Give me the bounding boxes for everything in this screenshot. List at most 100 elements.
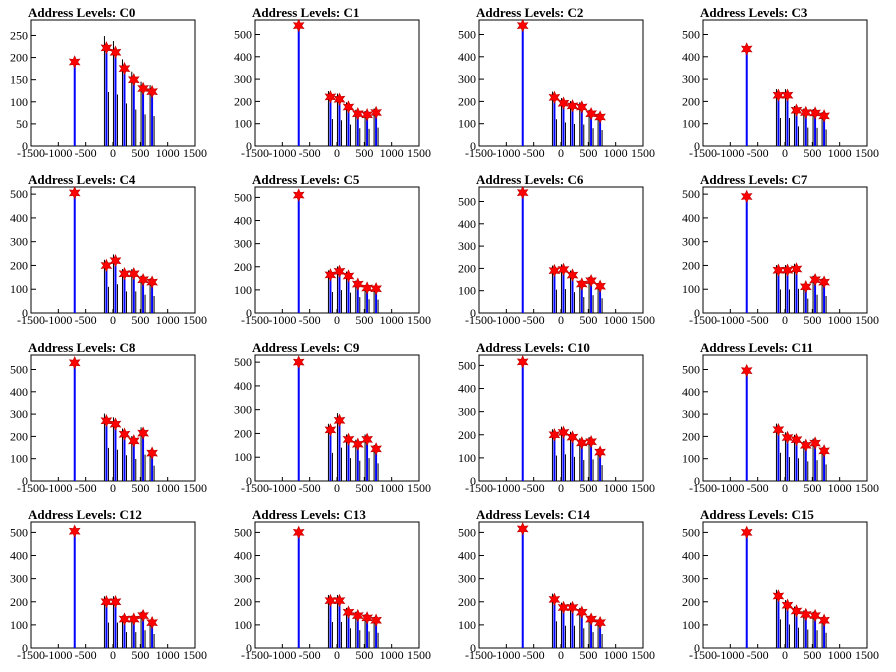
y-tick-label: 100 [458, 117, 476, 131]
x-tick-label: -500 [747, 313, 769, 327]
peak-marker [781, 88, 794, 102]
peak-marker [809, 106, 821, 120]
x-tick-label: -1500 [17, 481, 45, 495]
chart-title: Address Levels: C12 [28, 507, 142, 522]
x-tick-label: 0 [334, 481, 340, 495]
y-tick-label: 0 [246, 306, 252, 320]
y-tick-label: 300 [682, 407, 700, 421]
peak-marker [333, 264, 346, 279]
x-tick-label: 0 [110, 648, 116, 662]
y-tick-label: 200 [234, 426, 252, 440]
x-tick-label: 1500 [855, 313, 879, 327]
chart-panel-5: Address Levels: C50100200300400500-1500-… [234, 172, 431, 327]
y-tick-label: 400 [682, 211, 700, 225]
chart-panel-11: Address Levels: C11 0 100 200 300 400 500 -1500… [682, 340, 879, 495]
chart-panel-13: Address Levels: C13 0 100 200 300 400 500 -1500… [234, 507, 431, 662]
x-tick-label: -1500 [689, 146, 717, 160]
x-tick-label: 500 [131, 146, 149, 160]
chart-panel-8: Address Levels: C80100200300400500-1500-… [10, 340, 207, 495]
y-tick-label: 100 [682, 618, 700, 632]
chart-title: Address Levels: C8 [28, 340, 136, 355]
peak-marker [100, 595, 113, 609]
peak-marker [516, 18, 529, 33]
y-tick-label: 100 [682, 282, 700, 296]
chart-panel-14: Address Levels: C14 0 100 200 300 400 500 -1500… [458, 507, 655, 662]
peak-marker [127, 267, 140, 281]
y-tick-label: 200 [234, 595, 252, 609]
peak-marker [361, 281, 373, 295]
y-tick-label: 500 [10, 187, 28, 201]
x-tick-label: 1000 [828, 313, 852, 327]
x-tick-label: 0 [782, 481, 788, 495]
peak-marker [68, 186, 81, 200]
y-tick-label: 0 [22, 306, 28, 320]
peak-marker [351, 608, 364, 623]
chart-panel-3: Address Levels: C30100200300400500-1500-… [682, 5, 879, 160]
x-tick-label: 1500 [407, 146, 431, 160]
x-tick-label: 1500 [631, 648, 655, 662]
y-tick-label: 0 [470, 306, 476, 320]
peak-marker [790, 103, 803, 118]
y-tick-label: 300 [234, 237, 252, 251]
x-tick-label: -1500 [465, 648, 493, 662]
peak-marker [137, 81, 149, 96]
peak-marker [809, 608, 821, 623]
y-tick-label: 200 [458, 595, 476, 609]
y-tick-label: 500 [234, 355, 252, 369]
y-tick-label: 500 [10, 362, 28, 376]
x-tick-label: -500 [299, 313, 321, 327]
chart-title: Address Levels: C1 [252, 5, 359, 20]
peak-marker [292, 188, 305, 202]
peak-marker [333, 593, 346, 608]
x-tick-label: 500 [131, 481, 149, 495]
x-tick-label: 500 [579, 146, 597, 160]
chart-panel-0: Address Levels: C0 0 50 100 150 200 250 -1500 -1… [10, 5, 207, 160]
y-tick-label: 200 [10, 258, 28, 272]
x-tick-label: 1000 [380, 648, 404, 662]
peak-marker [324, 593, 337, 608]
peak-marker [594, 110, 606, 124]
y-tick-label: 300 [682, 235, 700, 249]
peak-marker [809, 436, 821, 450]
y-tick-label: 100 [458, 284, 476, 298]
chart-title: Address Levels: C7 [700, 172, 808, 187]
chart-title: Address Levels: C6 [476, 172, 584, 187]
y-tick-label: 50 [16, 117, 28, 131]
x-tick-label: 1500 [855, 481, 879, 495]
peak-marker [740, 363, 753, 378]
x-tick-label: 1500 [407, 481, 431, 495]
peak-marker [772, 88, 785, 102]
chart-title: Address Levels: C13 [252, 507, 366, 522]
y-tick-label: 400 [10, 211, 28, 225]
x-tick-label: 500 [355, 313, 373, 327]
x-tick-label: -1500 [241, 313, 269, 327]
y-tick-label: 0 [246, 139, 252, 153]
x-tick-label: 1000 [828, 481, 852, 495]
y-tick-label: 500 [10, 525, 28, 539]
y-tick-label: 200 [10, 595, 28, 609]
x-tick-label: 0 [782, 146, 788, 160]
peak-marker [333, 413, 346, 428]
x-tick-label: 500 [803, 146, 821, 160]
x-tick-label: -500 [523, 648, 545, 662]
peak-marker [146, 275, 158, 289]
y-tick-label: 150 [10, 73, 28, 87]
chart-title: Address Levels: C9 [252, 340, 360, 355]
y-tick-label: 500 [682, 362, 700, 376]
y-tick-label: 400 [234, 50, 252, 64]
peak-marker [548, 428, 561, 442]
x-tick-label: 1500 [631, 481, 655, 495]
x-tick-label: 0 [334, 146, 340, 160]
peak-marker [585, 612, 597, 626]
y-tick-label: 300 [10, 235, 28, 249]
y-tick-label: 400 [682, 549, 700, 563]
x-tick-label: -1000 [44, 146, 72, 160]
peak-marker [594, 445, 606, 459]
peak-marker [790, 432, 803, 447]
x-tick-label: 500 [579, 481, 597, 495]
y-tick-label: 500 [234, 27, 252, 41]
peak-marker [557, 600, 570, 615]
y-tick-label: 400 [682, 385, 700, 399]
y-tick-label: 300 [234, 572, 252, 586]
x-tick-label: 1500 [631, 313, 655, 327]
